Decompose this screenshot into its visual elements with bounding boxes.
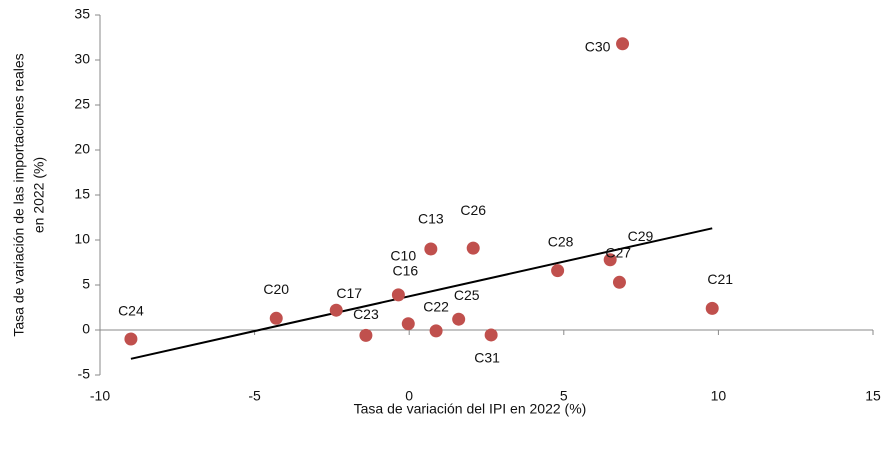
point-label: C27 [605, 245, 631, 261]
y-tick-label: 0 [82, 321, 90, 337]
point-label: C26 [460, 202, 486, 218]
point-label: C31 [474, 350, 500, 366]
point [401, 317, 415, 331]
x-tick-label: -10 [90, 388, 110, 404]
point [603, 253, 617, 267]
point [329, 303, 343, 317]
y-tick-label: 20 [74, 141, 90, 157]
point-label: C23 [353, 306, 379, 322]
point-label: C22 [423, 299, 449, 315]
point-label: C24 [118, 303, 144, 319]
y-tick-label: 30 [74, 51, 90, 67]
x-tick-label: -5 [248, 388, 261, 404]
point-label: C13 [418, 211, 444, 227]
x-tick-label: 5 [560, 388, 568, 404]
y-tick-label: 15 [74, 186, 90, 202]
y-tick-label: 35 [74, 6, 90, 22]
point [616, 37, 630, 51]
point [612, 275, 626, 289]
y-axis-label: en 2022 (%) [31, 157, 47, 233]
point [466, 241, 480, 255]
point [551, 264, 565, 278]
x-axis-label: Tasa de variación del IPI en 2022 (%) [354, 401, 587, 417]
point-label: C16 [393, 263, 419, 279]
x-tick-label: 10 [711, 388, 727, 404]
trendline [130, 227, 713, 360]
point [705, 301, 719, 315]
point-label: C28 [548, 233, 574, 249]
y-axis-label: Tasa de variación de las importaciones r… [11, 53, 27, 336]
point-label: C29 [628, 228, 654, 244]
point [269, 311, 283, 325]
point [424, 242, 438, 256]
point-label: C21 [707, 271, 733, 287]
point [359, 328, 373, 342]
y-tick-label: 5 [82, 276, 90, 292]
point [484, 328, 498, 342]
point [391, 288, 405, 302]
x-tick-label: 0 [405, 388, 413, 404]
point-label: C17 [336, 285, 362, 301]
point-label: C20 [263, 281, 289, 297]
point-label: C30 [585, 39, 611, 55]
y-tick-label: 25 [74, 96, 90, 112]
point-label: C25 [454, 287, 480, 303]
y-tick-label: 10 [74, 231, 90, 247]
point [452, 312, 466, 326]
point-label: C10 [390, 247, 416, 263]
point [124, 332, 138, 346]
x-tick-label: 15 [865, 388, 881, 404]
y-tick-label: -5 [78, 366, 91, 382]
point [429, 324, 443, 338]
